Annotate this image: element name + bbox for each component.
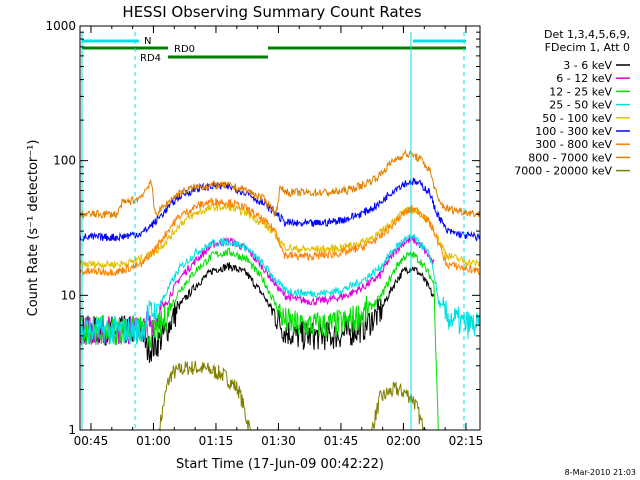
legend-entry-label: 300 - 800 keV: [535, 138, 612, 151]
flag-label-rd0: RD0: [174, 44, 195, 55]
y-tick-label: 100: [53, 154, 76, 168]
series-line-7000-20000-kev: [80, 360, 480, 432]
legend-entry-label: 800 - 7000 keV: [528, 151, 612, 164]
x-axis: 00:45 01:00 01:15 01:30 01:45 02:00 02:15: [74, 26, 484, 448]
plot-area: N RD0 RD4: [79, 32, 481, 432]
x-tick-label: 01:45: [324, 434, 359, 448]
y-axis-label: Count Rate (s⁻¹ detector⁻¹): [26, 140, 41, 317]
flag-label-n: N: [144, 36, 151, 47]
legend-entry-label: 25 - 50 keV: [549, 99, 612, 112]
x-tick-label: 01:15: [199, 434, 234, 448]
series-line-25-50-kev: [79, 233, 481, 345]
footer-date: 8-Mar-2010 21:03: [565, 468, 636, 477]
legend-entry-label: 50 - 100 keV: [542, 112, 612, 125]
legend-entry-label: 100 - 300 keV: [535, 125, 612, 138]
legend-header-line-2: FDecim 1, Att 0: [545, 41, 630, 54]
series-line-300-800-kev: [79, 196, 481, 277]
x-tick-label: 02:15: [449, 434, 484, 448]
y-axis: 1 10 100 1000: [45, 19, 480, 437]
y-tick-label: 1000: [45, 19, 76, 33]
x-tick-label: 01:30: [261, 434, 296, 448]
series-line-3-6-kev: [79, 262, 435, 363]
x-tick-label: 00:45: [74, 434, 109, 448]
legend-entry-label: 7000 - 20000 keV: [514, 165, 612, 178]
series-line-800-7000-kev: [79, 148, 481, 220]
y-tick-label: 10: [61, 288, 76, 302]
legend-entry-label: 3 - 6 keV: [563, 59, 612, 72]
plot-frame: [79, 25, 481, 431]
chart-title: HESSI Observing Summary Count Rates: [122, 3, 421, 21]
series-line-100-300-kev: [79, 177, 481, 243]
x-axis-label: Start Time (17-Jun-09 00:42:22): [176, 457, 384, 472]
legend-header-line-1: Det 1,3,4,5,6,9,: [544, 28, 630, 41]
legend: Det 1,3,4,5,6,9, FDecim 1, Att 0 3 - 6 k…: [514, 28, 630, 178]
y-tick-label: 1: [68, 423, 76, 437]
legend-entry-label: 12 - 25 keV: [549, 85, 612, 98]
x-tick-label: 02:00: [386, 434, 421, 448]
x-tick-label: 01:00: [136, 434, 171, 448]
series-line-12-25-kev: [79, 247, 439, 431]
legend-entry-label: 6 - 12 keV: [556, 72, 612, 85]
flag-label-rd4: RD4: [140, 53, 161, 64]
